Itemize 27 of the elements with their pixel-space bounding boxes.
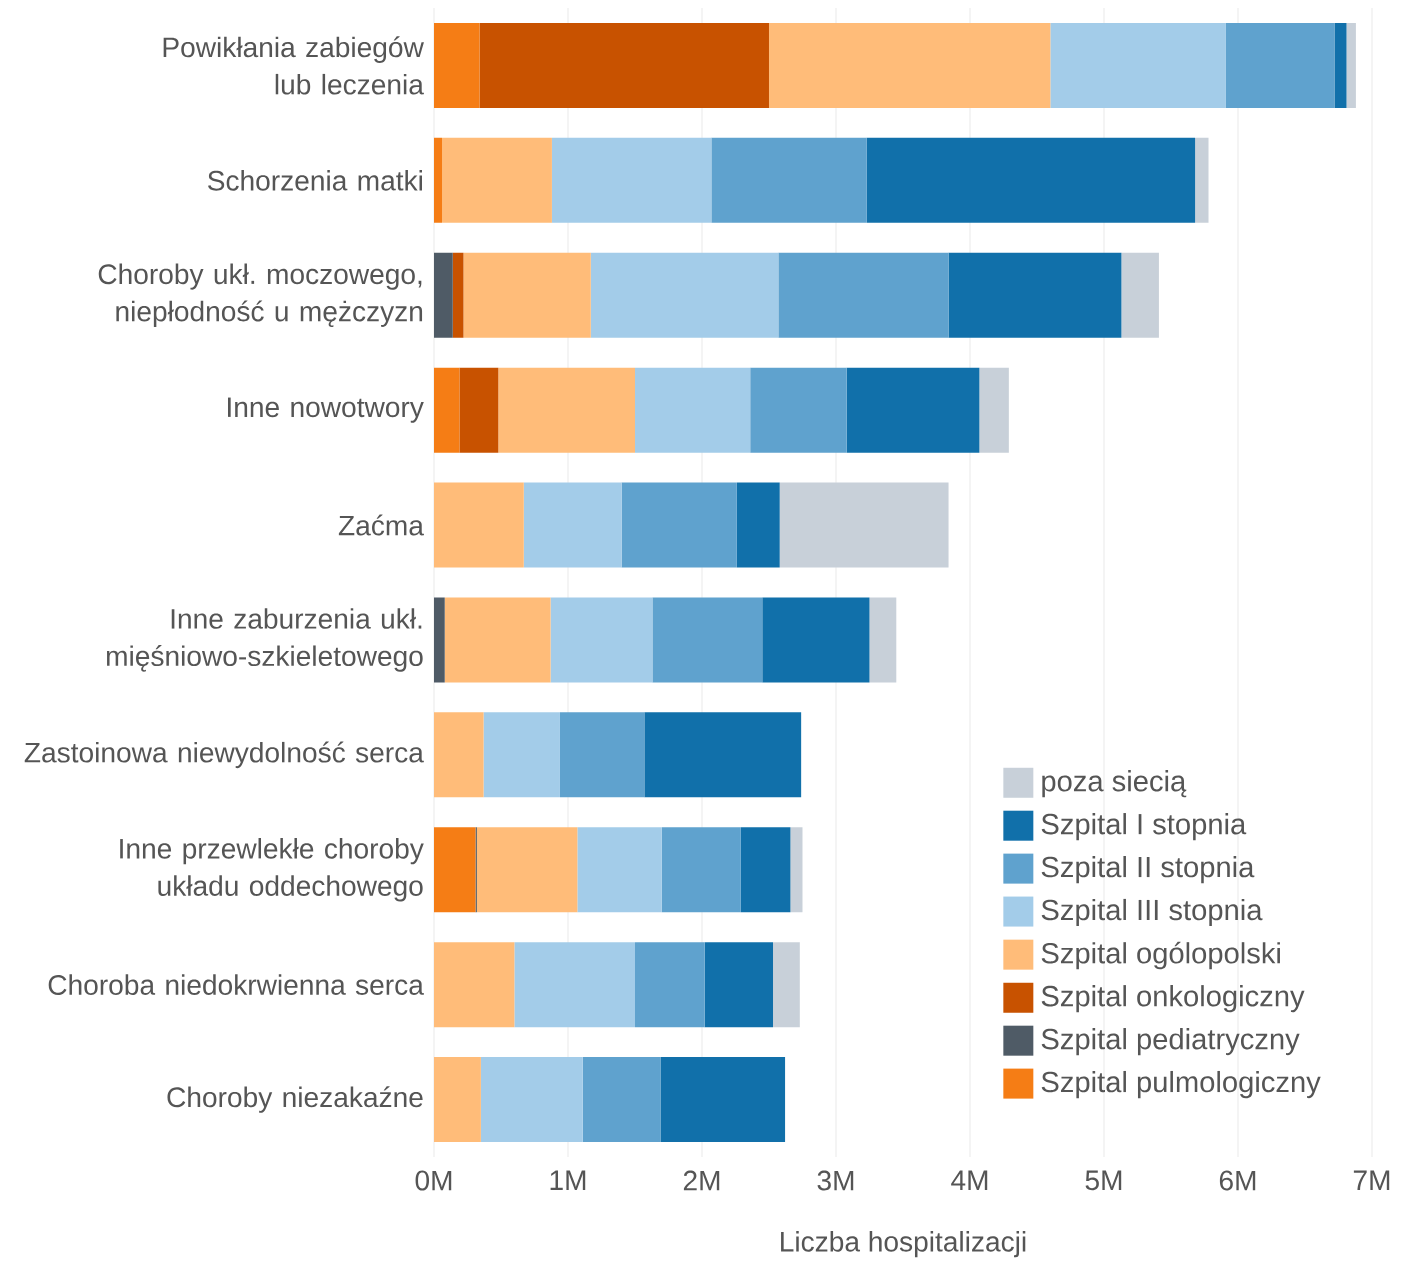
x-tick-label: 0M xyxy=(415,1170,452,1191)
y-tick-label: Choroby ukł. moczowego, niepłodność u mężczyzn xyxy=(98,263,423,327)
y-tick-label: Zaćma xyxy=(338,514,424,536)
x-tick-label: 6M xyxy=(1219,1170,1256,1191)
y-tick-label: Choroby niezakaźne xyxy=(167,1086,423,1113)
y-tick-label: Zastoinowa niewydolność serca xyxy=(24,741,424,769)
y-tick-label: Powikłania zabiegów lub leczenia xyxy=(163,36,424,95)
y-tick-label: Choroba niedokrwienna serca xyxy=(48,974,424,995)
y-tick-label: Schorzenia matki xyxy=(207,170,422,191)
x-tick-label: 2M xyxy=(683,1170,720,1191)
legend-label: Szpital onkologiczny xyxy=(1041,985,1305,1013)
legend-label: poza siecią xyxy=(1042,770,1187,798)
x-tick-label: 4M xyxy=(951,1170,988,1190)
legend-label: Szpital pulmologiczny xyxy=(1041,1070,1321,1099)
x-axis-title: Liczba hospitalizacji xyxy=(781,1231,1026,1258)
x-tick-label: 7M xyxy=(1353,1170,1390,1190)
y-tick-label: Inne przewlekłe choroby układu oddechowego xyxy=(120,838,424,902)
y-tick-label: Inne nowotwory xyxy=(228,397,424,423)
legend-label: Szpital II stopnia xyxy=(1041,855,1255,884)
x-tick-label: 3M xyxy=(817,1170,854,1191)
y-tick-label: Inne zaburzenia ukł. mięśniowo-szkieletowego xyxy=(107,608,423,672)
x-tick-label: 5M xyxy=(1085,1170,1122,1191)
legend-label: Szpital pediatryczny xyxy=(1041,1028,1300,1056)
x-tick-label: 1M xyxy=(550,1170,586,1190)
legend-label: Szpital ogólopolski xyxy=(1041,941,1280,970)
legend-label: Szpital I stopnia xyxy=(1041,813,1247,841)
legend-label: Szpital III stopnia xyxy=(1041,898,1263,927)
